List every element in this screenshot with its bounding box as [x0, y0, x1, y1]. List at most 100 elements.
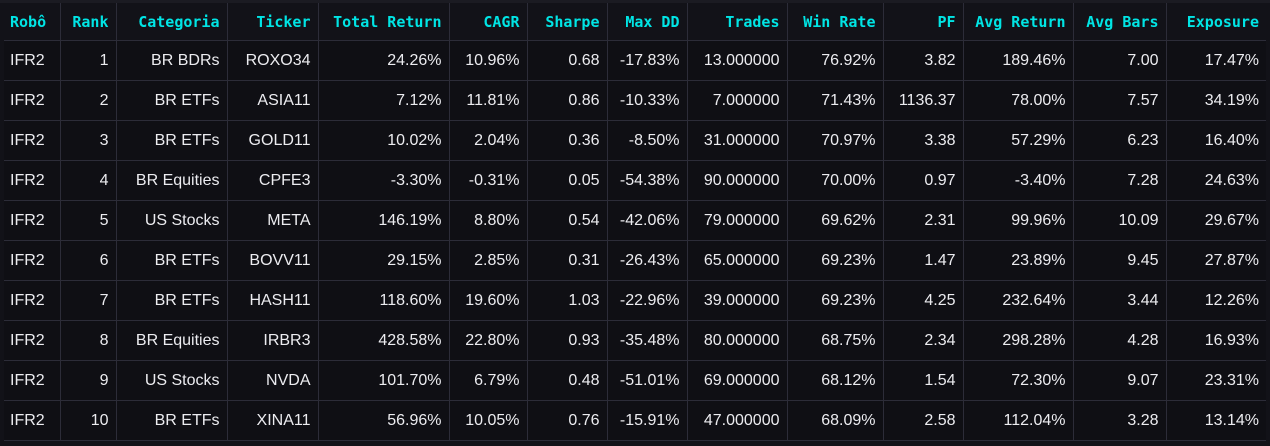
table-cell: BR ETFs — [116, 120, 228, 161]
table-cell: 11.81% — [449, 80, 528, 121]
column-header[interactable]: Ticker — [227, 3, 319, 41]
table-cell: -10.33% — [607, 80, 688, 121]
table-cell: 31.000000 — [687, 120, 788, 161]
backtest-results-table: Robô Rank Categoria Ticker Total Return CAGR S… — [4, 3, 1266, 441]
table-cell: -51.01% — [607, 360, 688, 401]
table-cell: US Stocks — [116, 360, 228, 401]
table-cell: 0.86 — [527, 80, 608, 121]
column-header[interactable]: Avg Return — [963, 3, 1074, 41]
table-cell: 57.29% — [963, 120, 1074, 161]
table-cell: 23.89% — [963, 240, 1074, 281]
column-header[interactable]: Win Rate — [787, 3, 884, 41]
table-cell: 2 — [60, 80, 117, 121]
column-header[interactable]: Sharpe — [527, 3, 608, 41]
column-header[interactable]: Trades — [687, 3, 788, 41]
table-cell: 70.00% — [787, 160, 884, 201]
table-cell: -17.83% — [607, 40, 688, 81]
table-cell: XINA11 — [227, 400, 319, 441]
column-header[interactable]: Max DD — [607, 3, 688, 41]
table-cell: 4.25 — [883, 280, 964, 321]
table-cell: 146.19% — [318, 200, 450, 241]
table-cell: 0.31 — [527, 240, 608, 281]
table-row[interactable]: IFR2 4 BR Equities CPFE3 -3.30% -0.31% 0.05 -54… — [4, 160, 1266, 201]
table-cell: 27.87% — [1166, 240, 1266, 281]
table-cell: 1136.37 — [883, 80, 964, 121]
table-cell: -22.96% — [607, 280, 688, 321]
table-cell: 2.58 — [883, 400, 964, 441]
table-header: Robô Rank Categoria Ticker Total Return CAGR S… — [4, 3, 1266, 41]
table-cell: 2.04% — [449, 120, 528, 161]
table-cell: BR ETFs — [116, 400, 228, 441]
table-cell: -26.43% — [607, 240, 688, 281]
table-cell: 0.48 — [527, 360, 608, 401]
table-cell: 7.000000 — [687, 80, 788, 121]
table-cell: 3.44 — [1073, 280, 1167, 321]
table-cell: -8.50% — [607, 120, 688, 161]
table-cell: 0.54 — [527, 200, 608, 241]
table-cell: BR ETFs — [116, 80, 228, 121]
table-cell: 0.68 — [527, 40, 608, 81]
table-cell: IFR2 — [4, 280, 61, 321]
table-cell: 2.34 — [883, 320, 964, 361]
table-cell: 68.12% — [787, 360, 884, 401]
table-cell: 189.46% — [963, 40, 1074, 81]
table-cell: 79.000000 — [687, 200, 788, 241]
table-cell: 80.000000 — [687, 320, 788, 361]
table-cell: 1 — [60, 40, 117, 81]
table-cell: NVDA — [227, 360, 319, 401]
table-cell: 78.00% — [963, 80, 1074, 121]
cropped-top-strip — [0, 0, 1270, 3]
table-cell: 72.30% — [963, 360, 1074, 401]
table-cell: IFR2 — [4, 80, 61, 121]
column-header[interactable]: Robô — [4, 3, 61, 41]
table-cell: 7.28 — [1073, 160, 1167, 201]
table-cell: 7.00 — [1073, 40, 1167, 81]
table-cell: IFR2 — [4, 200, 61, 241]
column-header[interactable]: Total Return — [318, 3, 450, 41]
table-row[interactable]: IFR2 6 BR ETFs BOVV11 29.15% 2.85% 0.31 -26.43%… — [4, 240, 1266, 281]
table-cell: BR BDRs — [116, 40, 228, 81]
table-cell: 3 — [60, 120, 117, 161]
table-cell: 16.93% — [1166, 320, 1266, 361]
column-header[interactable]: Avg Bars — [1073, 3, 1167, 41]
table-row[interactable]: IFR2 1 BR BDRs ROXO34 24.26% 10.96% 0.68 -17.83… — [4, 40, 1266, 81]
table-cell: 76.92% — [787, 40, 884, 81]
table-cell: 34.19% — [1166, 80, 1266, 121]
table-cell: 10.05% — [449, 400, 528, 441]
table-cell: 6.23 — [1073, 120, 1167, 161]
table-cell: 29.15% — [318, 240, 450, 281]
column-header[interactable]: PF — [883, 3, 964, 41]
table-cell: IRBR3 — [227, 320, 319, 361]
table-cell: 24.63% — [1166, 160, 1266, 201]
table-cell: 4.28 — [1073, 320, 1167, 361]
table-cell: 428.58% — [318, 320, 450, 361]
table-row[interactable]: IFR2 9 US Stocks NVDA 101.70% 6.79% 0.48 -51.01… — [4, 360, 1266, 401]
table-row[interactable]: IFR2 3 BR ETFs GOLD11 10.02% 2.04% 0.36 -8.50% 3… — [4, 120, 1266, 161]
table-cell: IFR2 — [4, 40, 61, 81]
table-cell: -42.06% — [607, 200, 688, 241]
column-header[interactable]: CAGR — [449, 3, 528, 41]
table-cell: HASH11 — [227, 280, 319, 321]
table-cell: ROXO34 — [227, 40, 319, 81]
table-cell: 4 — [60, 160, 117, 201]
table-cell: 39.000000 — [687, 280, 788, 321]
table-cell: GOLD11 — [227, 120, 319, 161]
table-row[interactable]: IFR2 10 BR ETFs XINA11 56.96% 10.05% 0.76 -15.9… — [4, 400, 1266, 441]
table-row[interactable]: IFR2 7 BR ETFs HASH11 118.60% 19.60% 1.03 -22.9… — [4, 280, 1266, 321]
table-cell: 70.97% — [787, 120, 884, 161]
table-row[interactable]: IFR2 8 BR Equities IRBR3 428.58% 22.80% 0.93 -3… — [4, 320, 1266, 361]
table-cell: 101.70% — [318, 360, 450, 401]
table-cell: 68.75% — [787, 320, 884, 361]
table-cell: 6.79% — [449, 360, 528, 401]
table-row[interactable]: IFR2 5 US Stocks META 146.19% 8.80% 0.54 -42.06… — [4, 200, 1266, 241]
column-header[interactable]: Categoria — [116, 3, 228, 41]
column-header[interactable]: Exposure — [1166, 3, 1266, 41]
table-cell: 69.23% — [787, 280, 884, 321]
column-header[interactable]: Rank — [60, 3, 117, 41]
table-row[interactable]: IFR2 2 BR ETFs ASIA11 7.12% 11.81% 0.86 -10.33%… — [4, 80, 1266, 121]
table-cell: IFR2 — [4, 320, 61, 361]
table-cell: BR ETFs — [116, 240, 228, 281]
table-cell: 56.96% — [318, 400, 450, 441]
table-cell: 23.31% — [1166, 360, 1266, 401]
table-cell: 13.14% — [1166, 400, 1266, 441]
